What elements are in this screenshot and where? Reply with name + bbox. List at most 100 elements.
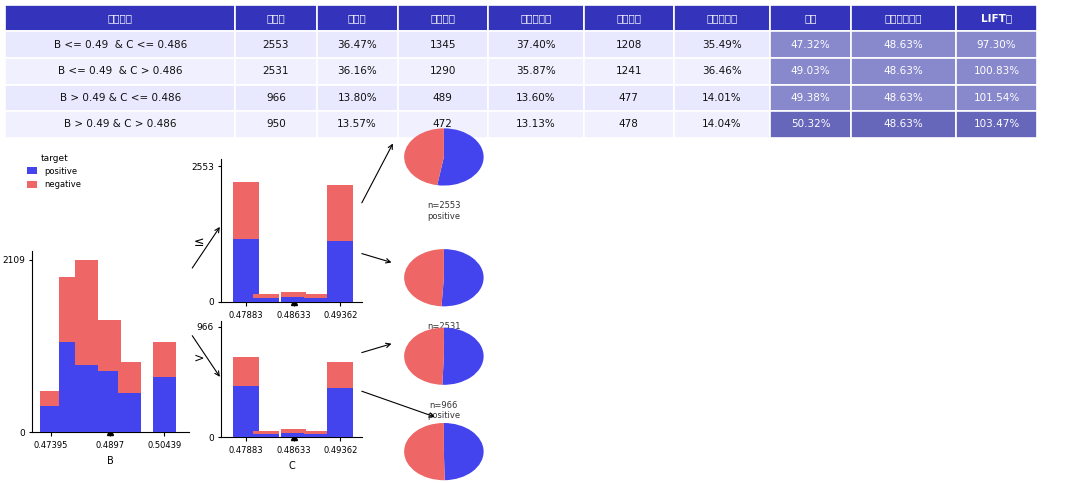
Bar [305,431,329,434]
FancyBboxPatch shape [851,58,956,85]
Text: 489: 489 [433,93,453,103]
X-axis label: B: B [107,456,114,466]
Bar [327,185,353,241]
Bar [40,391,62,406]
FancyBboxPatch shape [851,31,956,58]
Text: 样本整体坏率: 样本整体坏率 [885,13,922,23]
Text: 好样本数: 好样本数 [430,13,455,23]
Text: 35.49%: 35.49% [702,40,742,50]
FancyBboxPatch shape [5,85,235,111]
FancyBboxPatch shape [235,85,316,111]
FancyBboxPatch shape [674,111,770,138]
Text: 坏样本数: 坏样本数 [617,13,642,23]
FancyBboxPatch shape [956,31,1037,58]
Wedge shape [404,327,444,385]
FancyBboxPatch shape [770,111,851,138]
Text: 命中数: 命中数 [267,13,285,23]
FancyBboxPatch shape [397,111,487,138]
Bar [98,320,121,371]
Text: 13.57%: 13.57% [337,119,377,129]
Bar [327,241,353,302]
FancyBboxPatch shape [5,111,235,138]
FancyBboxPatch shape [956,58,1037,85]
Bar [76,260,97,365]
Text: 100.83%: 100.83% [973,66,1020,76]
Bar [281,292,307,297]
Bar [233,357,258,386]
Text: 950: 950 [266,119,286,129]
FancyBboxPatch shape [674,85,770,111]
Bar [327,388,353,437]
Bar [58,277,81,342]
FancyBboxPatch shape [584,5,674,31]
Text: 47.32%: 47.32% [791,40,831,50]
Bar [40,406,62,432]
FancyBboxPatch shape [316,85,397,111]
Text: 35.87%: 35.87% [516,66,555,76]
Text: 48.63%: 48.63% [883,66,923,76]
Text: 2531: 2531 [262,66,289,76]
Text: 14.04%: 14.04% [702,119,742,129]
Bar [254,434,279,437]
Text: 472: 472 [433,119,453,129]
FancyBboxPatch shape [487,85,584,111]
Wedge shape [444,423,484,480]
X-axis label: C: C [288,461,295,471]
FancyBboxPatch shape [956,85,1037,111]
Text: 478: 478 [619,119,638,129]
Wedge shape [443,327,484,385]
FancyBboxPatch shape [956,5,1037,31]
FancyBboxPatch shape [235,5,316,31]
Text: 好样本占比: 好样本占比 [521,13,552,23]
Bar [98,371,121,432]
Text: 103.47%: 103.47% [973,119,1020,129]
Bar [233,182,258,239]
FancyBboxPatch shape [235,58,316,85]
Text: 97.30%: 97.30% [976,40,1016,50]
Wedge shape [404,423,445,480]
FancyBboxPatch shape [235,111,316,138]
Text: 48.63%: 48.63% [883,40,923,50]
FancyBboxPatch shape [487,5,584,31]
Bar [281,433,307,437]
Text: 坏样本占比: 坏样本占比 [706,13,738,23]
FancyBboxPatch shape [397,5,487,31]
Text: 坏率: 坏率 [805,13,816,23]
Text: 966: 966 [266,93,286,103]
Text: 48.63%: 48.63% [883,93,923,103]
FancyBboxPatch shape [397,31,487,58]
FancyBboxPatch shape [5,5,235,31]
Wedge shape [404,128,444,185]
FancyBboxPatch shape [584,85,674,111]
Text: n=2553
positive: n=2553 positive [427,201,461,221]
FancyBboxPatch shape [770,31,851,58]
Text: B > 0.49 & C > 0.486: B > 0.49 & C > 0.486 [64,119,177,129]
FancyBboxPatch shape [770,85,851,111]
Wedge shape [437,128,484,185]
FancyBboxPatch shape [487,58,584,85]
FancyBboxPatch shape [487,31,584,58]
FancyBboxPatch shape [851,5,956,31]
Text: 14.01%: 14.01% [702,93,742,103]
FancyBboxPatch shape [397,58,487,85]
Legend: positive, negative: positive, negative [24,150,84,192]
Text: 1345: 1345 [430,40,456,50]
FancyBboxPatch shape [584,111,674,138]
Bar [233,239,258,302]
Bar [118,362,140,393]
Text: 48.63%: 48.63% [883,119,923,129]
FancyBboxPatch shape [316,31,397,58]
Text: 36.16%: 36.16% [337,66,377,76]
Wedge shape [404,249,444,306]
Text: 1208: 1208 [616,40,642,50]
Text: n=2531
positive: n=2531 positive [427,322,461,341]
Bar [254,294,279,298]
X-axis label: C: C [288,326,295,336]
Text: 101.54%: 101.54% [973,93,1020,103]
Text: 命中率: 命中率 [348,13,366,23]
Bar [254,298,279,302]
Bar [254,431,279,434]
Bar [76,365,97,432]
FancyBboxPatch shape [956,111,1037,138]
Text: 36.47%: 36.47% [337,40,377,50]
